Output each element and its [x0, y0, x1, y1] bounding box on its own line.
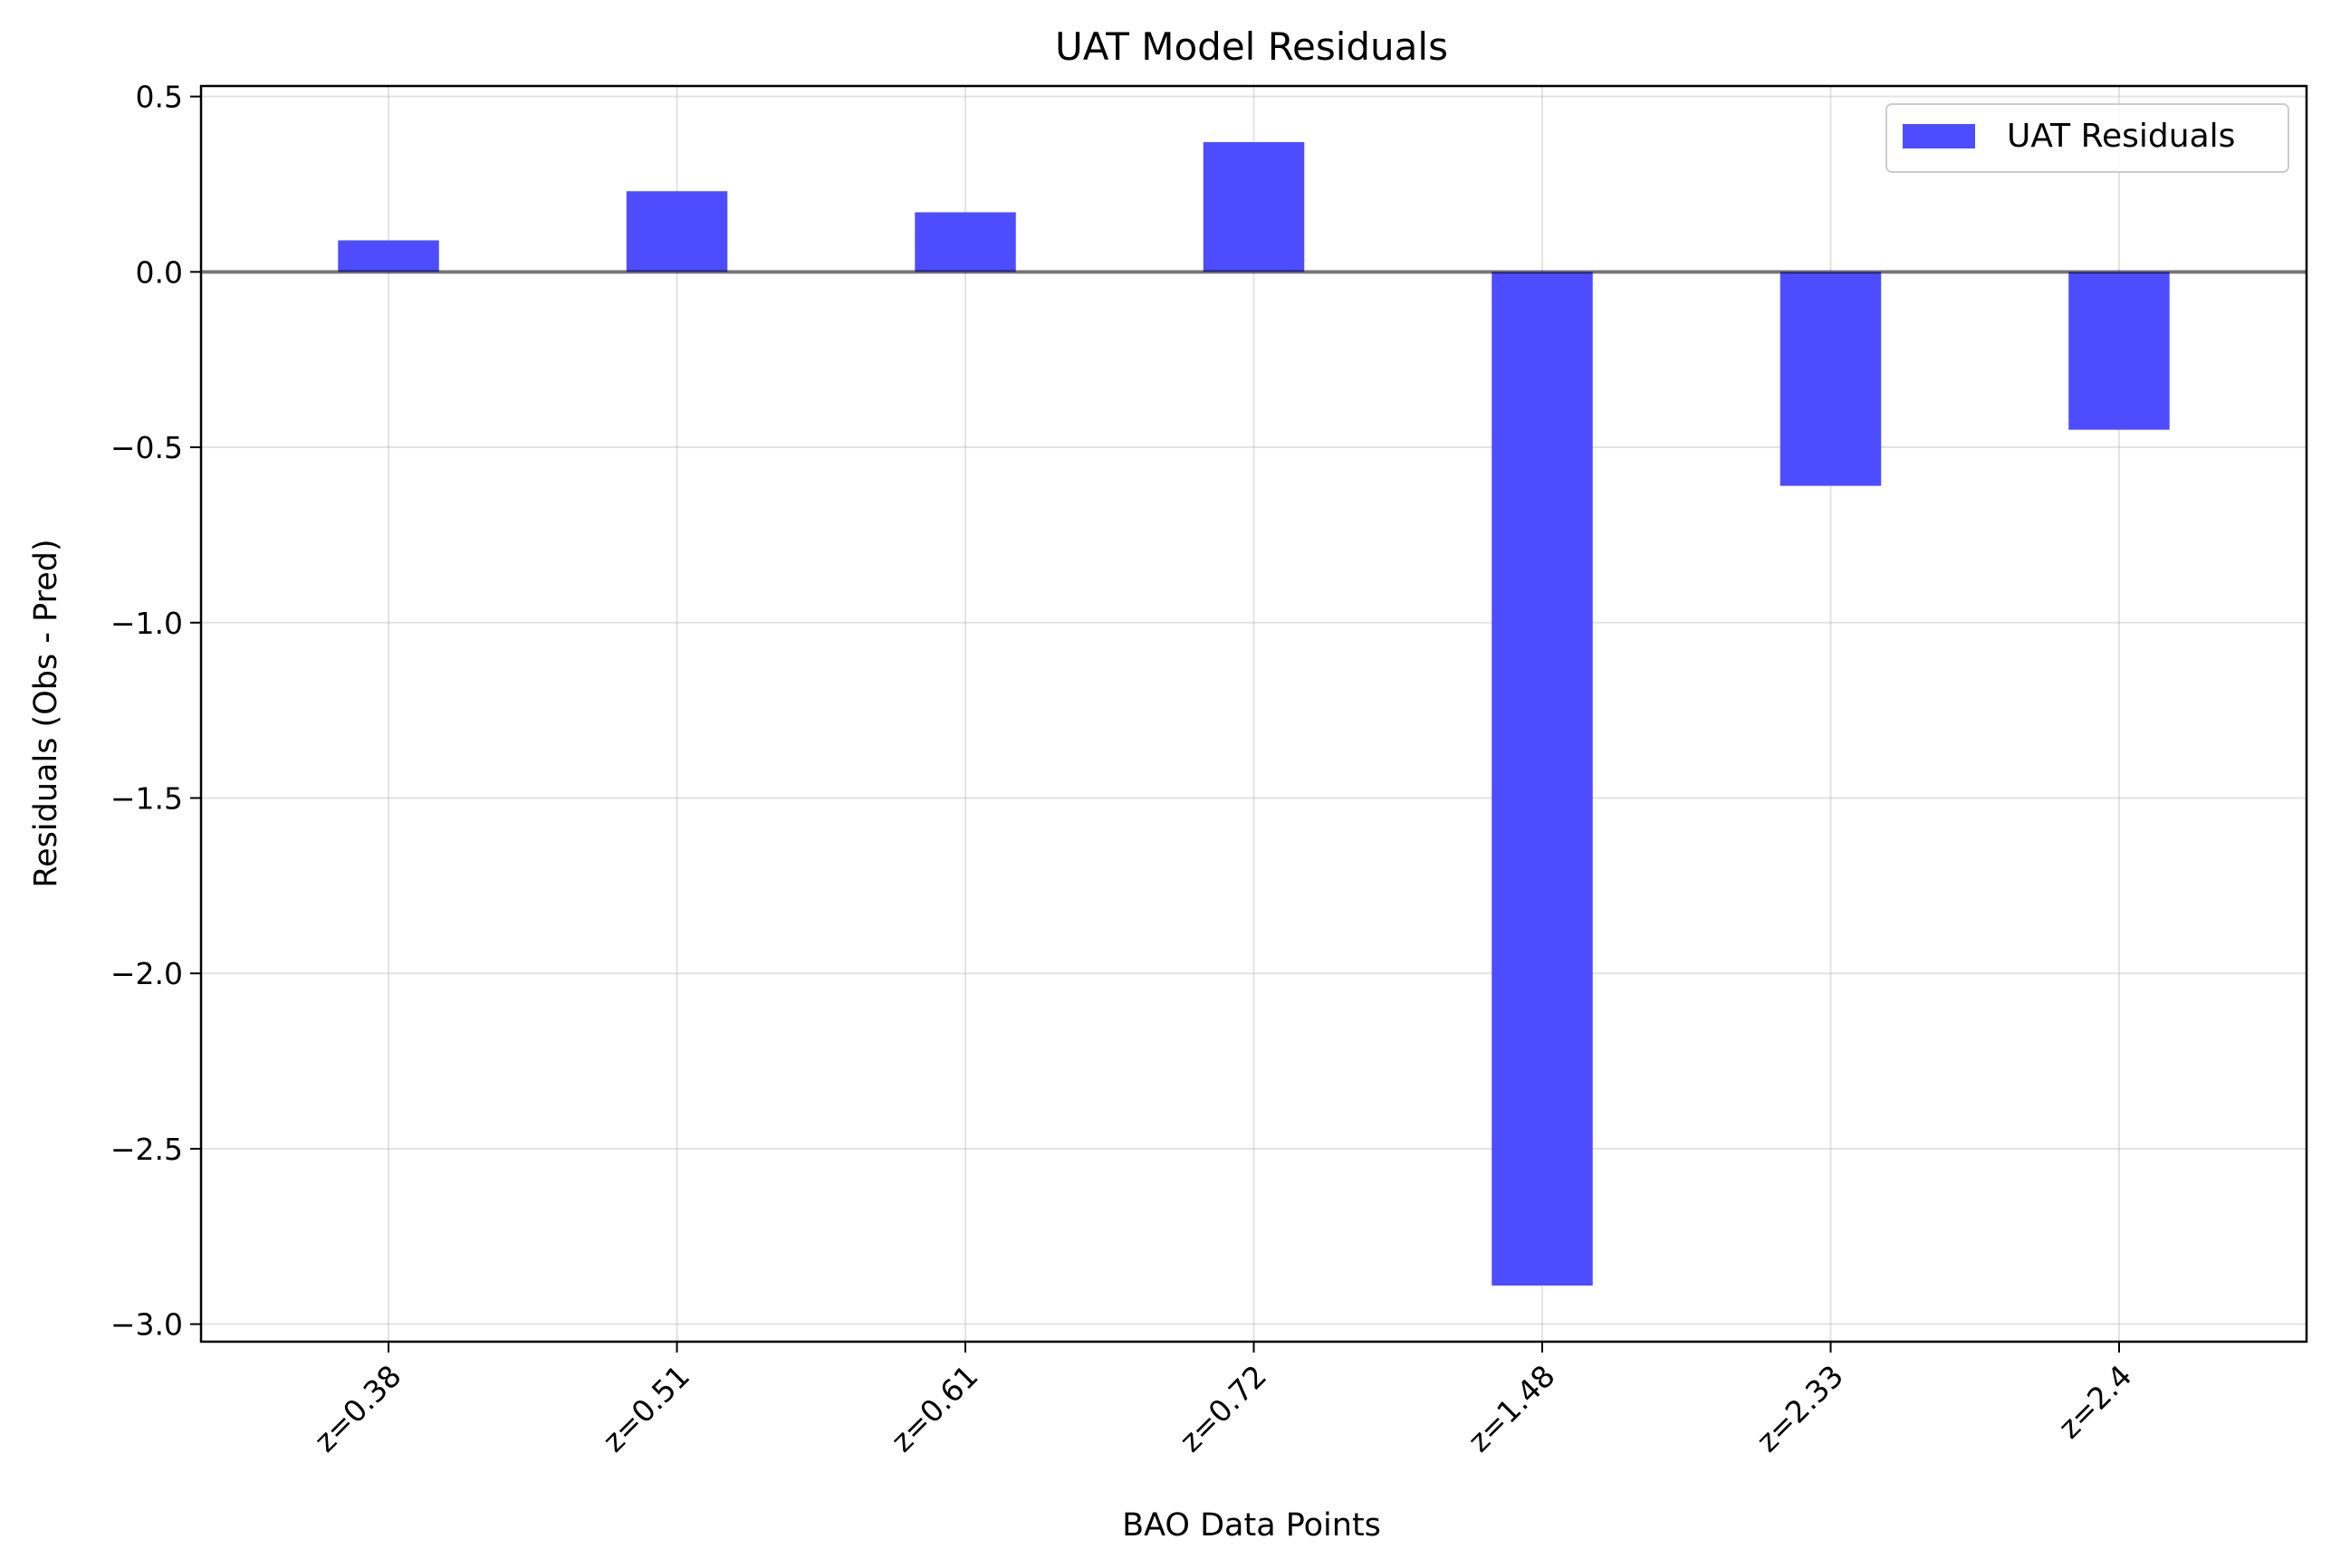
bar [338, 240, 439, 272]
bar [626, 191, 728, 272]
y-tick-label: 0.5 [136, 80, 183, 115]
x-tick-label: z=0.61 [884, 1358, 984, 1458]
bar [2068, 272, 2170, 430]
legend: UAT Residuals [1885, 103, 2289, 173]
y-tick-label: −1.0 [110, 606, 183, 641]
bar [1203, 141, 1305, 272]
x-tick-label: z=2.4 [2051, 1358, 2138, 1445]
x-axis-title: BAO Data Points [1122, 1507, 1381, 1544]
x-tick-label: z=1.48 [1461, 1358, 1561, 1458]
y-axis-title: Residuals (Obs - Pred) [28, 539, 64, 887]
x-tick-label: z=0.38 [307, 1358, 408, 1458]
legend-label: UAT Residuals [2007, 118, 2235, 155]
bars [338, 141, 2170, 1286]
chart-title: UAT Model Residuals [1055, 24, 1448, 69]
legend-swatch [1903, 124, 1975, 148]
x-tick-label: z=2.33 [1750, 1358, 1850, 1458]
y-tick-label: −2.5 [110, 1132, 183, 1167]
x-axis: z=0.38 z=0.51 z=0.61 z=0.72 z=1.48 z=2.33 z=2.… [307, 1342, 2139, 1458]
legend-box [1885, 103, 2289, 173]
x-tick-label: z=0.51 [596, 1358, 696, 1458]
y-tick-label: −2.0 [110, 956, 183, 991]
x-tick-label: z=0.72 [1173, 1358, 1273, 1458]
bar [1779, 272, 1882, 486]
bar [1492, 272, 1593, 1286]
y-tick-label: −1.5 [110, 780, 183, 816]
grid [201, 86, 2307, 1342]
y-tick-label: −3.0 [110, 1307, 183, 1343]
bar [915, 212, 1016, 272]
y-tick-label: 0.0 [136, 254, 183, 290]
y-axis: 0.5 0.0 −0.5 −1.0 −1.5 −2.0 −2.5 −3.0 [110, 80, 201, 1343]
y-tick-label: −0.5 [110, 430, 183, 465]
